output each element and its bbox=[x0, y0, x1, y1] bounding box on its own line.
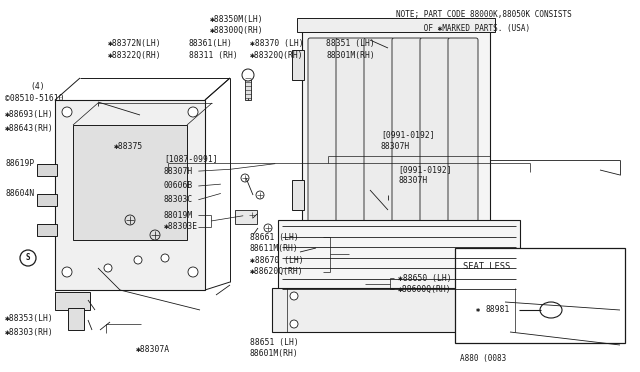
Text: ✱88375: ✱88375 bbox=[114, 142, 143, 151]
Circle shape bbox=[256, 191, 264, 199]
Text: ✱88370 (LH): ✱88370 (LH) bbox=[250, 39, 303, 48]
Text: ✱: ✱ bbox=[476, 307, 480, 313]
Circle shape bbox=[62, 267, 72, 277]
Bar bbox=[235, 210, 257, 224]
Text: 88981: 88981 bbox=[486, 305, 510, 314]
Bar bbox=[55, 100, 205, 290]
Bar bbox=[73, 125, 187, 240]
Text: ✱88322Q(RH): ✱88322Q(RH) bbox=[108, 51, 161, 60]
Text: ✱88643(RH): ✱88643(RH) bbox=[5, 124, 54, 133]
Circle shape bbox=[290, 320, 298, 328]
Text: ✱88303(RH): ✱88303(RH) bbox=[5, 328, 54, 337]
Circle shape bbox=[264, 224, 272, 232]
Text: ✱88650 (LH): ✱88650 (LH) bbox=[398, 274, 452, 283]
Text: 88619P: 88619P bbox=[5, 159, 35, 168]
Circle shape bbox=[125, 215, 135, 225]
FancyBboxPatch shape bbox=[448, 38, 478, 222]
FancyBboxPatch shape bbox=[364, 38, 394, 222]
Bar bbox=[245, 75, 251, 100]
Bar bbox=[297, 18, 495, 32]
Text: A880 (0083: A880 (0083 bbox=[460, 353, 506, 362]
Text: 88303C: 88303C bbox=[164, 195, 193, 204]
Text: 88611M(RH): 88611M(RH) bbox=[250, 244, 298, 253]
Circle shape bbox=[150, 230, 160, 240]
Circle shape bbox=[62, 107, 72, 117]
Bar bbox=[37, 164, 57, 176]
Bar bbox=[292, 50, 304, 80]
Bar bbox=[37, 194, 57, 206]
Circle shape bbox=[290, 292, 298, 300]
Text: ✱88320Q(RH): ✱88320Q(RH) bbox=[250, 51, 303, 60]
Text: 88307H: 88307H bbox=[164, 167, 193, 176]
FancyBboxPatch shape bbox=[392, 38, 422, 222]
Circle shape bbox=[188, 267, 198, 277]
Text: 88661 (LH): 88661 (LH) bbox=[250, 233, 298, 242]
Text: 88361(LH): 88361(LH) bbox=[189, 39, 233, 48]
Text: 88651 (LH): 88651 (LH) bbox=[250, 338, 298, 347]
Text: ✱88693(LH): ✱88693(LH) bbox=[5, 110, 54, 119]
Bar bbox=[302, 30, 490, 230]
FancyBboxPatch shape bbox=[336, 38, 366, 222]
Text: ✱88350M(LH): ✱88350M(LH) bbox=[210, 15, 264, 24]
FancyBboxPatch shape bbox=[308, 38, 338, 222]
Text: 88019M: 88019M bbox=[164, 211, 193, 219]
Text: ✱88670 (LH): ✱88670 (LH) bbox=[250, 256, 303, 265]
Bar bbox=[68, 308, 84, 330]
Text: 88601M(RH): 88601M(RH) bbox=[250, 349, 298, 358]
Circle shape bbox=[248, 211, 256, 219]
Circle shape bbox=[504, 320, 512, 328]
Text: 88307H: 88307H bbox=[381, 142, 410, 151]
Circle shape bbox=[104, 264, 112, 272]
Circle shape bbox=[504, 292, 512, 300]
Bar bbox=[37, 224, 57, 236]
Text: 88604N: 88604N bbox=[5, 189, 35, 198]
Text: SEAT LESS: SEAT LESS bbox=[463, 262, 510, 271]
Text: ✱88372N(LH): ✱88372N(LH) bbox=[108, 39, 161, 48]
Circle shape bbox=[188, 107, 198, 117]
Text: OF ✱MARKED PARTS. (USA): OF ✱MARKED PARTS. (USA) bbox=[396, 23, 530, 32]
Text: ✱88620Q(RH): ✱88620Q(RH) bbox=[250, 267, 303, 276]
Text: NOTE; PART CODE 88000K,88050K CONSISTS: NOTE; PART CODE 88000K,88050K CONSISTS bbox=[396, 10, 572, 19]
Text: ✱88307A: ✱88307A bbox=[136, 345, 170, 354]
Text: ✱88353(LH): ✱88353(LH) bbox=[5, 314, 54, 323]
Ellipse shape bbox=[540, 302, 562, 318]
Bar bbox=[292, 180, 304, 210]
Text: S: S bbox=[26, 253, 30, 263]
Text: 88351 (LH): 88351 (LH) bbox=[326, 39, 375, 48]
Text: 88301M(RH): 88301M(RH) bbox=[326, 51, 375, 60]
Text: [0991-0192]: [0991-0192] bbox=[398, 165, 452, 174]
Circle shape bbox=[134, 256, 142, 264]
Bar bbox=[272, 288, 530, 332]
Bar bbox=[55, 292, 90, 310]
Circle shape bbox=[161, 254, 169, 262]
Text: ✱88303E: ✱88303E bbox=[164, 222, 198, 231]
Text: 88307H: 88307H bbox=[398, 176, 428, 185]
Text: [0991-0192]: [0991-0192] bbox=[381, 130, 435, 139]
Text: ©08510-51610: ©08510-51610 bbox=[5, 94, 63, 103]
Text: ✱88600Q(RH): ✱88600Q(RH) bbox=[398, 285, 452, 294]
Bar bbox=[455, 248, 625, 343]
Text: 00606B: 00606B bbox=[164, 182, 193, 190]
Text: ✱88300Q(RH): ✱88300Q(RH) bbox=[210, 26, 264, 35]
Text: 88311 (RH): 88311 (RH) bbox=[189, 51, 237, 60]
Text: (4): (4) bbox=[31, 82, 45, 91]
Circle shape bbox=[242, 69, 254, 81]
FancyBboxPatch shape bbox=[420, 38, 450, 222]
Bar bbox=[278, 220, 520, 295]
Text: [1087-0991]: [1087-0991] bbox=[164, 154, 218, 163]
Circle shape bbox=[20, 250, 36, 266]
Circle shape bbox=[241, 174, 249, 182]
